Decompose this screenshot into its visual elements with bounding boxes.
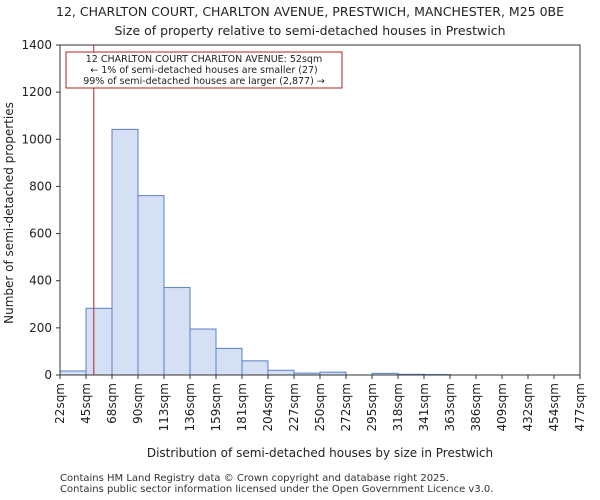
y-tick-label: 1200 (21, 85, 52, 99)
bar-181sqm (241, 360, 269, 376)
y-tick-label: 400 (29, 274, 52, 288)
footer-line-2: Contains public sector information licen… (60, 484, 494, 495)
y-axis-label: Number of semi-detached properties (2, 102, 16, 324)
y-tick-label: 600 (29, 227, 52, 241)
x-tick-label: 204sqm (261, 383, 275, 431)
y-tick-label: 1000 (21, 132, 52, 146)
x-tick-label: 454sqm (547, 383, 561, 431)
x-tick-label: 363sqm (443, 383, 457, 431)
x-tick-label: 227sqm (287, 383, 301, 431)
y-tick-label: 1400 (21, 38, 52, 52)
x-tick-label: 295sqm (365, 383, 379, 431)
annotation-line-3: 99% of semi-detached houses are larger (… (83, 76, 325, 87)
annotation-line-1: 12 CHARLTON COURT CHARLTON AVENUE: 52sqm (86, 54, 322, 65)
x-tick-label: 341sqm (417, 383, 431, 431)
bar-204sqm (267, 369, 295, 376)
x-tick-label: 22sqm (53, 383, 67, 424)
bar-113sqm (163, 287, 191, 376)
bar-68sqm (111, 128, 139, 376)
annotation-line-2: ← 1% of semi-detached houses are smaller… (90, 65, 318, 76)
x-tick-label: 432sqm (521, 383, 535, 431)
x-tick-label: 272sqm (339, 383, 353, 431)
x-tick-label: 409sqm (495, 383, 509, 431)
x-axis-label: Distribution of semi-detached houses by … (147, 446, 493, 460)
bar-90sqm (137, 195, 165, 376)
x-tick-label: 90sqm (131, 383, 145, 424)
x-tick-label: 113sqm (157, 383, 171, 431)
bar-136sqm (189, 328, 217, 376)
x-tick-label: 45sqm (79, 383, 93, 424)
x-tick-label: 181sqm (235, 383, 249, 431)
x-tick-label: 318sqm (391, 383, 405, 431)
bar-159sqm (215, 347, 243, 376)
x-axis: 22sqm 45sqm 68sqm 90sqm 113sqm 136sqm 159sqm 18… (53, 375, 587, 431)
y-axis: 0 200 400 600 800 1000 1200 1400 (21, 38, 60, 382)
chart-subtitle: Size of property relative to semi-detach… (114, 23, 505, 38)
x-tick-label: 159sqm (209, 383, 223, 431)
bar-22sqm (59, 370, 87, 376)
chart-title: 12, CHARLTON COURT, CHARLTON AVENUE, PRE… (56, 4, 564, 19)
bar-45sqm (85, 307, 113, 376)
y-tick-label: 0 (44, 368, 52, 382)
x-tick-label: 68sqm (105, 383, 119, 424)
x-tick-label: 477sqm (573, 383, 587, 431)
bar-series (59, 128, 451, 376)
y-tick-label: 800 (29, 179, 52, 193)
plot-area (59, 44, 581, 376)
annotation-box: 12 CHARLTON COURT CHARLTON AVENUE: 52sqm… (65, 51, 343, 89)
annotation-border (65, 51, 343, 89)
footer-line-1: Contains HM Land Registry data © Crown c… (60, 473, 449, 484)
y-tick-label: 200 (29, 321, 52, 335)
x-tick-label: 386sqm (469, 383, 483, 431)
x-tick-label: 250sqm (313, 383, 327, 431)
x-tick-label: 136sqm (183, 383, 197, 431)
